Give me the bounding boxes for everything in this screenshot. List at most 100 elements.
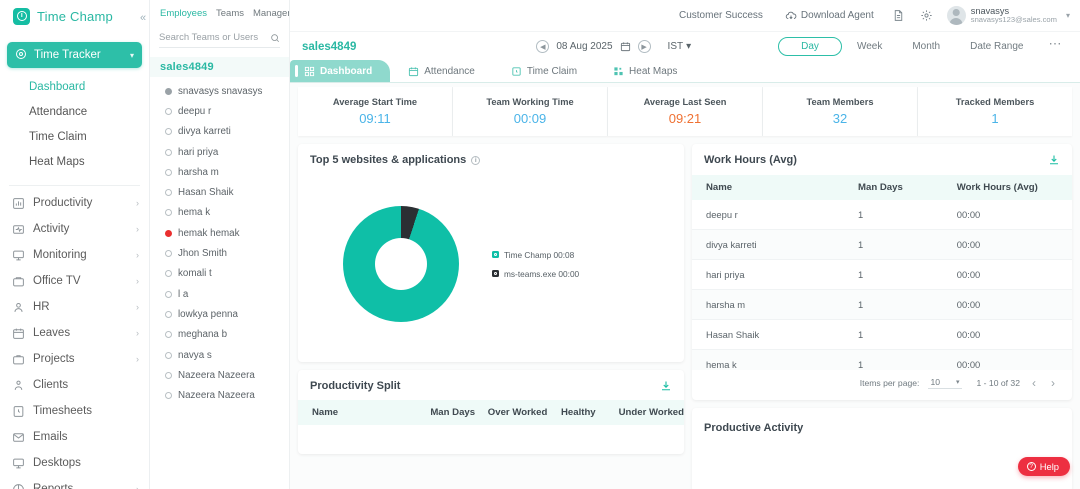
user-info[interactable]: snavasys snavasys123@sales.com — [971, 6, 1057, 25]
sidebar-subitem-dashboard[interactable]: Dashboard — [29, 80, 86, 93]
tab-employees[interactable]: Employees — [160, 8, 207, 19]
list-item[interactable]: deepu r — [150, 101, 289, 121]
table-row[interactable]: Hasan Shaik 1 00:00 — [692, 319, 1072, 350]
timezone-selector[interactable]: IST ▾ — [668, 41, 692, 52]
more-dots-icon[interactable]: ⋯ — [1048, 35, 1062, 51]
table-row[interactable]: hema k 1 00:00 — [692, 349, 1072, 370]
radio-icon[interactable] — [165, 168, 172, 176]
sidebar-item-projects[interactable]: Projects › — [0, 346, 149, 372]
current-date[interactable]: 08 Aug 2025 — [556, 41, 613, 52]
range-date-range[interactable]: Date Range — [970, 41, 1024, 52]
list-item[interactable]: divya karreti — [150, 122, 289, 142]
pagination: Items per page: 10 ▾ 1 - 10 of 32 ‹ › — [692, 370, 1072, 398]
radio-icon[interactable] — [165, 209, 172, 217]
radio-icon[interactable] — [165, 310, 172, 318]
chevron-right-icon: › — [136, 354, 139, 364]
sidebar-item-leaves[interactable]: Leaves › — [0, 320, 149, 346]
list-item[interactable]: hari priya — [150, 142, 289, 162]
list-item[interactable]: l a — [150, 284, 289, 304]
info-icon[interactable]: i — [471, 155, 481, 165]
list-item[interactable]: Hasan Shaik — [150, 182, 289, 202]
sidebar-subitem-heat-maps[interactable]: Heat Maps — [29, 155, 85, 168]
list-item[interactable]: hema k — [150, 203, 289, 223]
sidebar-item-activity[interactable]: Activity › — [0, 216, 149, 242]
chevron-down-icon[interactable]: ▾ — [1065, 11, 1070, 20]
radio-icon[interactable] — [165, 87, 172, 95]
radio-icon[interactable] — [165, 189, 172, 197]
next-page-button[interactable]: › — [1051, 376, 1055, 390]
download-agent-button[interactable]: Download Agent — [774, 0, 885, 32]
chevron-right-circle-icon[interactable]: ▶ — [637, 40, 651, 53]
list-item[interactable]: Jhon Smith — [150, 243, 289, 263]
help-button[interactable]: ? Help — [1017, 457, 1070, 476]
sidebar-item-timesheets[interactable]: Timesheets — [0, 398, 149, 424]
customer-success-button[interactable]: Customer Success — [679, 10, 763, 21]
range-month[interactable]: Month — [912, 41, 941, 52]
range-day[interactable]: Day — [778, 37, 842, 56]
kpi-value: 32 — [832, 111, 848, 126]
range-week[interactable]: Week — [856, 41, 883, 52]
list-item[interactable]: snavasys snavasys — [150, 81, 289, 101]
clock-claim-icon — [512, 66, 521, 76]
radio-icon[interactable] — [165, 371, 172, 379]
radio-icon[interactable] — [165, 128, 172, 136]
radio-icon[interactable] — [165, 107, 172, 115]
list-item[interactable]: meghana b — [150, 325, 289, 345]
sidebar-item-productivity[interactable]: Productivity › — [0, 190, 149, 216]
prev-page-button[interactable]: ‹ — [1032, 376, 1036, 390]
employee-name: snavasys snavasys — [178, 85, 263, 97]
tab-dashboard[interactable]: Dashboard — [290, 60, 391, 82]
timesheet-icon — [12, 405, 25, 418]
list-item[interactable]: komali t — [150, 264, 289, 284]
tab-attendance[interactable]: Attendance — [390, 60, 493, 82]
radio-icon[interactable] — [165, 148, 172, 156]
tab-time-claim[interactable]: Time Claim — [493, 60, 595, 82]
brand-logo[interactable]: Time Champ — [0, 0, 149, 32]
table-row[interactable]: hari priya 1 00:00 — [692, 259, 1072, 290]
sidebar-subitem-attendance[interactable]: Attendance — [29, 105, 88, 118]
download-icon[interactable] — [660, 380, 672, 392]
document-icon[interactable] — [885, 0, 913, 32]
sidebar-item-clients[interactable]: Clients — [0, 372, 149, 398]
list-item[interactable]: lowkya penna — [150, 304, 289, 324]
sidebar-item-monitoring[interactable]: Monitoring › — [0, 242, 149, 268]
search-input[interactable]: Search Teams or Users — [159, 28, 280, 48]
chevron-left-circle-icon[interactable]: ◀ — [536, 40, 550, 53]
sidebar-item-emails[interactable]: Emails — [0, 424, 149, 450]
avatar[interactable] — [946, 6, 966, 25]
table-row[interactable]: deepu r 1 00:00 — [692, 200, 1072, 230]
tab-heat-maps[interactable]: Heat Maps — [595, 60, 695, 82]
radio-icon[interactable] — [165, 351, 172, 359]
radio-icon[interactable] — [165, 392, 172, 400]
radio-icon[interactable] — [165, 331, 172, 339]
list-item[interactable]: Nazeera Nazeera — [150, 385, 289, 405]
list-item[interactable]: hemak hemak — [150, 223, 289, 243]
tab-managers[interactable]: Managers — [252, 8, 289, 19]
cell-name: deepu r — [692, 200, 844, 230]
download-icon[interactable] — [1048, 154, 1060, 166]
sidebar-item-office-tv[interactable]: Office TV › — [0, 268, 149, 294]
radio-icon[interactable] — [165, 229, 172, 237]
tab-teams[interactable]: Teams — [216, 8, 244, 19]
date-navigator: ◀ 08 Aug 2025 ▶ IST ▾ — [536, 40, 691, 53]
gear-icon[interactable] — [913, 0, 941, 32]
table-row[interactable]: harsha m 1 00:00 — [692, 289, 1072, 320]
sidebar-collapse-icon[interactable]: « — [140, 12, 147, 24]
table-row[interactable]: divya karreti 1 00:00 — [692, 229, 1072, 260]
radio-icon[interactable] — [165, 270, 172, 278]
sidebar-item-desktops[interactable]: Desktops — [0, 450, 149, 476]
radio-icon[interactable] — [165, 290, 172, 298]
sidebar-subitem-time-claim[interactable]: Time Claim — [29, 130, 87, 143]
calendar-icon[interactable] — [620, 41, 631, 52]
sidebar-item-time-tracker[interactable]: Time Tracker ▾ — [7, 42, 142, 68]
sidebar-item-hr[interactable]: HR › — [0, 294, 149, 320]
chevron-down-icon: ▾ — [686, 41, 692, 52]
list-item[interactable]: Nazeera Nazeera — [150, 365, 289, 385]
radio-icon[interactable] — [165, 250, 172, 258]
employee-name: harsha m — [178, 166, 219, 178]
sidebar-item-reports[interactable]: Reports › — [0, 476, 149, 489]
kpi-label: Average Start Time — [332, 97, 418, 107]
items-per-page-select[interactable]: 10 ▾ — [928, 377, 962, 389]
list-item[interactable]: harsha m — [150, 162, 289, 182]
list-item[interactable]: navya s — [150, 345, 289, 365]
